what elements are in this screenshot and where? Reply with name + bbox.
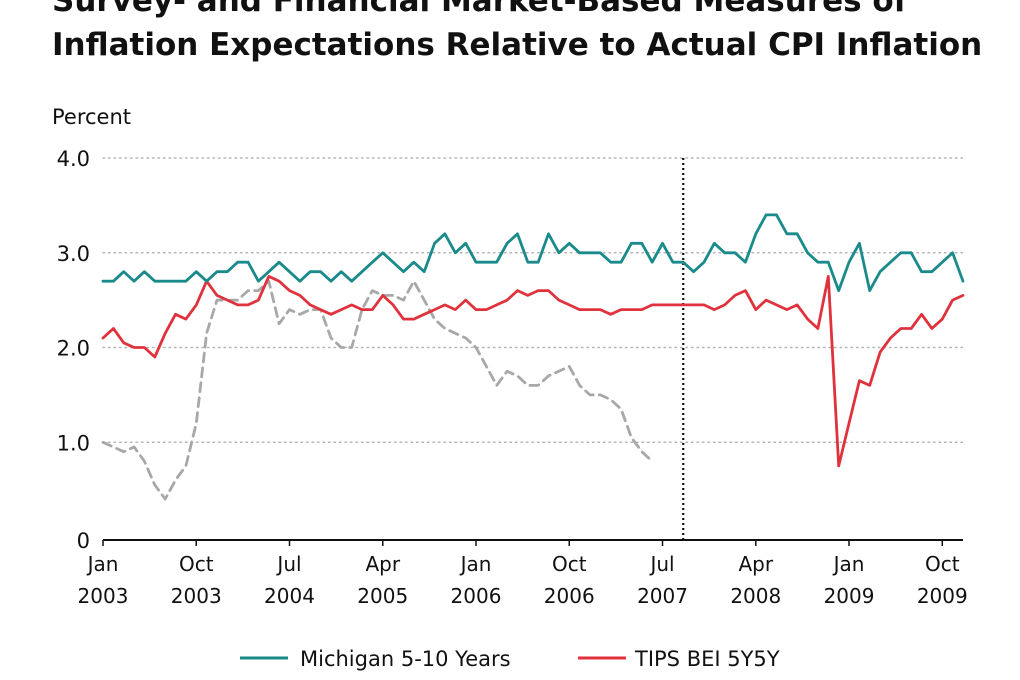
y-tick-label: 1.0 bbox=[57, 431, 90, 455]
x-tick-year: 2006 bbox=[451, 584, 502, 608]
chart-title-line-1: Survey- and Financial Market-Based Measu… bbox=[52, 0, 908, 19]
series-lines bbox=[101, 213, 965, 501]
x-tick-month: Jul bbox=[648, 552, 674, 576]
x-tick-year: 2006 bbox=[544, 584, 595, 608]
series-line-dashed-gray bbox=[101, 279, 654, 501]
legend-label: TIPS BEI 5Y5Y bbox=[634, 647, 780, 671]
legend: Michigan 5-10 Years TIPS BEI 5Y5Y bbox=[240, 647, 780, 671]
y-tick-label: 4.0 bbox=[57, 147, 90, 171]
x-tick-month: Apr bbox=[738, 552, 773, 576]
x-tick-month: Jan bbox=[86, 552, 119, 576]
axes bbox=[102, 158, 963, 546]
x-tick-labels: Jan 2003 Oct 2003 Jul 2004 Apr 2005 Jan 2006 Oct 20… bbox=[78, 552, 968, 608]
x-tick-year: 2003 bbox=[171, 584, 222, 608]
y-tick-label: 0 bbox=[77, 529, 90, 553]
x-tick-month: Jul bbox=[275, 552, 301, 576]
chart-title-line-2: Inflation Expectations Relative to Actua… bbox=[52, 27, 983, 63]
x-tick-year: 2008 bbox=[730, 584, 781, 608]
x-tick-year: 2007 bbox=[637, 584, 688, 608]
x-tick-year: 2009 bbox=[824, 584, 875, 608]
y-axis-label: Percent bbox=[52, 105, 131, 129]
x-tick-month: Oct bbox=[552, 552, 587, 576]
x-tick-month: Oct bbox=[925, 552, 960, 576]
y-tick-labels: 0 1.0 2.0 3.0 4.0 bbox=[57, 147, 90, 553]
series-line-michigan-5-10-years bbox=[101, 213, 965, 293]
x-tick-year: 2004 bbox=[264, 584, 315, 608]
gridlines bbox=[102, 157, 964, 443]
y-tick-label: 3.0 bbox=[57, 242, 90, 266]
legend-label: Michigan 5-10 Years bbox=[300, 647, 511, 671]
x-tick-year: 2005 bbox=[357, 584, 408, 608]
x-tick-month: Oct bbox=[179, 552, 214, 576]
x-tick-month: Jan bbox=[832, 552, 865, 576]
y-tick-label: 2.0 bbox=[57, 337, 90, 361]
x-tick-year: 2009 bbox=[917, 584, 968, 608]
x-tick-month: Apr bbox=[365, 552, 400, 576]
x-tick-month: Jan bbox=[459, 552, 492, 576]
x-tick-year: 2003 bbox=[78, 584, 129, 608]
series-line-tips-bei-5y5y bbox=[101, 274, 965, 468]
